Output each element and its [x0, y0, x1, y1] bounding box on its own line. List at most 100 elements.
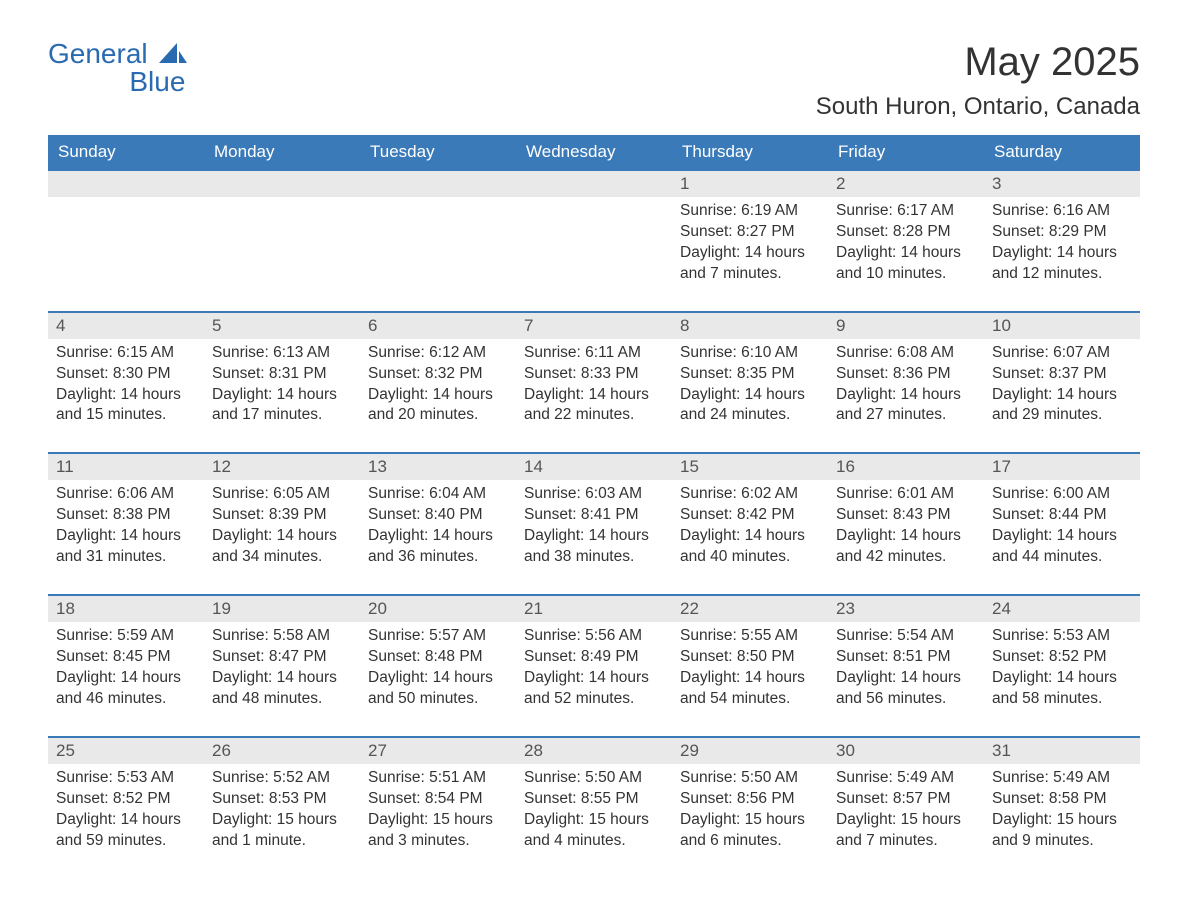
day-number: 19 [204, 596, 360, 622]
sunrise-line: Sunrise: 6:07 AM [992, 343, 1132, 364]
calendar-cell: 23Sunrise: 5:54 AMSunset: 8:51 PMDayligh… [828, 595, 984, 737]
day-number: 8 [672, 313, 828, 339]
daylight-line: Daylight: 14 hours and 59 minutes. [56, 810, 196, 852]
daylight-line: Daylight: 14 hours and 15 minutes. [56, 385, 196, 427]
day-body: Sunrise: 5:53 AMSunset: 8:52 PMDaylight:… [48, 764, 204, 878]
calendar-cell: 25Sunrise: 5:53 AMSunset: 8:52 PMDayligh… [48, 737, 204, 878]
day-header: Sunday [48, 135, 204, 170]
day-body: Sunrise: 6:02 AMSunset: 8:42 PMDaylight:… [672, 480, 828, 594]
day-number: 16 [828, 454, 984, 480]
day-number: 1 [672, 171, 828, 197]
sunset-line: Sunset: 8:27 PM [680, 222, 820, 243]
day-header: Thursday [672, 135, 828, 170]
sunset-line: Sunset: 8:47 PM [212, 647, 352, 668]
calendar-cell: 24Sunrise: 5:53 AMSunset: 8:52 PMDayligh… [984, 595, 1140, 737]
day-body: Sunrise: 5:58 AMSunset: 8:47 PMDaylight:… [204, 622, 360, 736]
day-number: 3 [984, 171, 1140, 197]
day-body: Sunrise: 6:10 AMSunset: 8:35 PMDaylight:… [672, 339, 828, 453]
day-body-empty [516, 197, 672, 287]
sunset-line: Sunset: 8:36 PM [836, 364, 976, 385]
day-body: Sunrise: 5:52 AMSunset: 8:53 PMDaylight:… [204, 764, 360, 878]
day-body-empty [204, 197, 360, 287]
day-body: Sunrise: 6:13 AMSunset: 8:31 PMDaylight:… [204, 339, 360, 453]
day-body: Sunrise: 6:07 AMSunset: 8:37 PMDaylight:… [984, 339, 1140, 453]
title-block: May 2025 South Huron, Ontario, Canada [816, 40, 1140, 121]
calendar-cell: 2Sunrise: 6:17 AMSunset: 8:28 PMDaylight… [828, 170, 984, 312]
day-body: Sunrise: 6:00 AMSunset: 8:44 PMDaylight:… [984, 480, 1140, 594]
sunset-line: Sunset: 8:30 PM [56, 364, 196, 385]
page-title: May 2025 [816, 40, 1140, 85]
calendar-cell: 12Sunrise: 6:05 AMSunset: 8:39 PMDayligh… [204, 453, 360, 595]
daylight-line: Daylight: 15 hours and 1 minute. [212, 810, 352, 852]
logo-text: General Blue [48, 40, 187, 96]
daylight-line: Daylight: 14 hours and 10 minutes. [836, 243, 976, 285]
sunrise-line: Sunrise: 5:49 AM [836, 768, 976, 789]
daylight-line: Daylight: 14 hours and 44 minutes. [992, 526, 1132, 568]
day-body: Sunrise: 5:54 AMSunset: 8:51 PMDaylight:… [828, 622, 984, 736]
sunset-line: Sunset: 8:56 PM [680, 789, 820, 810]
day-number: 30 [828, 738, 984, 764]
day-number: 26 [204, 738, 360, 764]
calendar-cell: 18Sunrise: 5:59 AMSunset: 8:45 PMDayligh… [48, 595, 204, 737]
calendar-head: SundayMondayTuesdayWednesdayThursdayFrid… [48, 135, 1140, 170]
calendar-week: 25Sunrise: 5:53 AMSunset: 8:52 PMDayligh… [48, 737, 1140, 878]
daylight-line: Daylight: 14 hours and 20 minutes. [368, 385, 508, 427]
daylight-line: Daylight: 14 hours and 24 minutes. [680, 385, 820, 427]
sunset-line: Sunset: 8:55 PM [524, 789, 664, 810]
daylight-line: Daylight: 14 hours and 12 minutes. [992, 243, 1132, 285]
calendar-cell: 28Sunrise: 5:50 AMSunset: 8:55 PMDayligh… [516, 737, 672, 878]
day-header: Saturday [984, 135, 1140, 170]
calendar-cell: 30Sunrise: 5:49 AMSunset: 8:57 PMDayligh… [828, 737, 984, 878]
day-number: 23 [828, 596, 984, 622]
day-number: 22 [672, 596, 828, 622]
header: General Blue May 2025 South Huron, Ontar… [48, 40, 1140, 121]
sunset-line: Sunset: 8:51 PM [836, 647, 976, 668]
sunset-line: Sunset: 8:31 PM [212, 364, 352, 385]
day-number: 28 [516, 738, 672, 764]
location-subtitle: South Huron, Ontario, Canada [816, 93, 1140, 121]
sunrise-line: Sunrise: 5:53 AM [992, 626, 1132, 647]
day-body: Sunrise: 6:16 AMSunset: 8:29 PMDaylight:… [984, 197, 1140, 311]
calendar-cell: 22Sunrise: 5:55 AMSunset: 8:50 PMDayligh… [672, 595, 828, 737]
daylight-line: Daylight: 14 hours and 34 minutes. [212, 526, 352, 568]
sunset-line: Sunset: 8:52 PM [992, 647, 1132, 668]
day-number: 7 [516, 313, 672, 339]
day-number-empty [516, 171, 672, 197]
calendar-week: 18Sunrise: 5:59 AMSunset: 8:45 PMDayligh… [48, 595, 1140, 737]
day-number: 27 [360, 738, 516, 764]
day-number-empty [48, 171, 204, 197]
sunrise-line: Sunrise: 6:08 AM [836, 343, 976, 364]
calendar-cell [204, 170, 360, 312]
daylight-line: Daylight: 14 hours and 58 minutes. [992, 668, 1132, 710]
day-number: 18 [48, 596, 204, 622]
day-body: Sunrise: 6:03 AMSunset: 8:41 PMDaylight:… [516, 480, 672, 594]
calendar-cell: 4Sunrise: 6:15 AMSunset: 8:30 PMDaylight… [48, 312, 204, 454]
day-number: 10 [984, 313, 1140, 339]
day-body: Sunrise: 6:15 AMSunset: 8:30 PMDaylight:… [48, 339, 204, 453]
sunrise-line: Sunrise: 5:59 AM [56, 626, 196, 647]
sunset-line: Sunset: 8:58 PM [992, 789, 1132, 810]
sunrise-line: Sunrise: 6:00 AM [992, 484, 1132, 505]
calendar-week: 1Sunrise: 6:19 AMSunset: 8:27 PMDaylight… [48, 170, 1140, 312]
sunrise-line: Sunrise: 5:50 AM [680, 768, 820, 789]
sunset-line: Sunset: 8:52 PM [56, 789, 196, 810]
day-header: Tuesday [360, 135, 516, 170]
sunset-line: Sunset: 8:53 PM [212, 789, 352, 810]
calendar-cell: 8Sunrise: 6:10 AMSunset: 8:35 PMDaylight… [672, 312, 828, 454]
calendar-cell: 1Sunrise: 6:19 AMSunset: 8:27 PMDaylight… [672, 170, 828, 312]
calendar-cell: 6Sunrise: 6:12 AMSunset: 8:32 PMDaylight… [360, 312, 516, 454]
day-body: Sunrise: 5:57 AMSunset: 8:48 PMDaylight:… [360, 622, 516, 736]
sunrise-line: Sunrise: 5:53 AM [56, 768, 196, 789]
sunrise-line: Sunrise: 6:05 AM [212, 484, 352, 505]
calendar-body: 1Sunrise: 6:19 AMSunset: 8:27 PMDaylight… [48, 170, 1140, 877]
sunrise-line: Sunrise: 6:16 AM [992, 201, 1132, 222]
daylight-line: Daylight: 15 hours and 9 minutes. [992, 810, 1132, 852]
day-number: 5 [204, 313, 360, 339]
calendar-week: 11Sunrise: 6:06 AMSunset: 8:38 PMDayligh… [48, 453, 1140, 595]
daylight-line: Daylight: 14 hours and 31 minutes. [56, 526, 196, 568]
day-number: 17 [984, 454, 1140, 480]
sunrise-line: Sunrise: 6:17 AM [836, 201, 976, 222]
calendar-cell: 29Sunrise: 5:50 AMSunset: 8:56 PMDayligh… [672, 737, 828, 878]
calendar-table: SundayMondayTuesdayWednesdayThursdayFrid… [48, 135, 1140, 877]
day-number: 31 [984, 738, 1140, 764]
